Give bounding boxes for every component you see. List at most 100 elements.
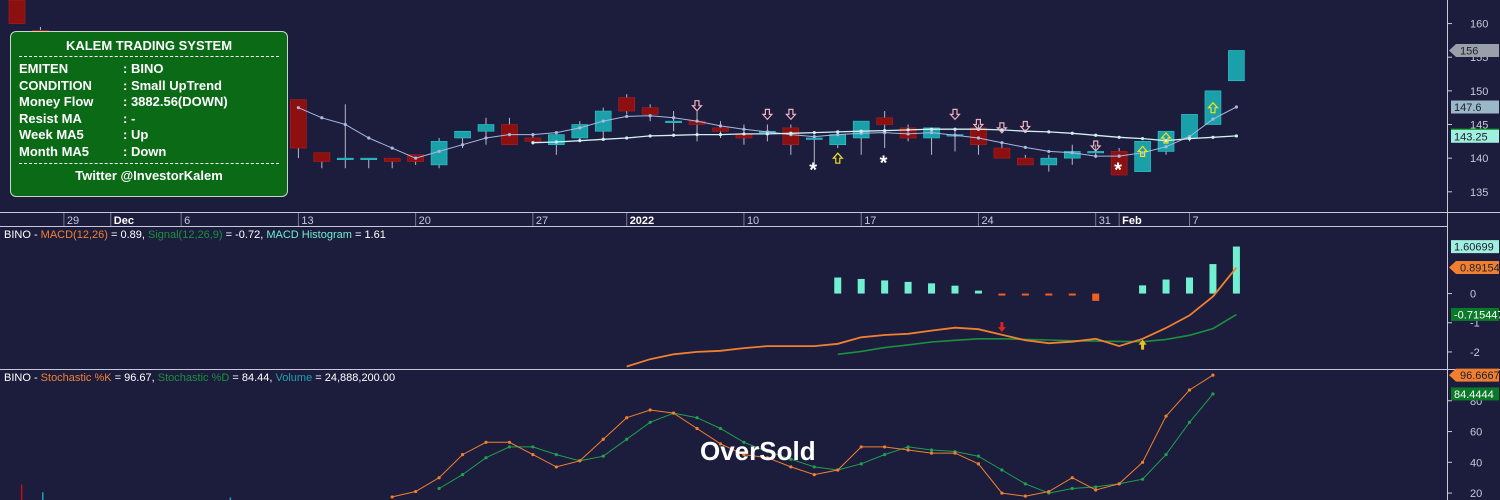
- stochastic-d-line-point: [531, 445, 535, 449]
- value-tag-label: 84.4444: [1454, 389, 1494, 401]
- stochastic-k-line-point: [437, 476, 441, 480]
- volume-bar: [229, 497, 232, 500]
- ma-fast-line-point: [625, 114, 629, 119]
- y-tick-label: -1: [1470, 318, 1480, 330]
- stochastic-title-part: Stochastic %K: [41, 372, 113, 384]
- stochastic-k-line-point: [929, 451, 934, 455]
- stochastic-title-part: Stochastic %D: [158, 372, 230, 384]
- candle-body: [524, 137, 542, 142]
- macd-histogram-bar: [1186, 277, 1193, 294]
- candle-body: [383, 157, 401, 162]
- info-box-divider-bottom: [19, 163, 279, 164]
- stochastic-d-line-point: [695, 416, 699, 420]
- sell-signal-arrow: [785, 108, 797, 121]
- ma-fast-line-point: [554, 130, 558, 135]
- info-row-month-ma5: Month MA5: Down: [19, 144, 279, 161]
- ma-fast-line-point: [718, 124, 723, 128]
- ma-fast-line-point: [695, 119, 699, 123]
- x-tick-label: 20: [419, 215, 431, 227]
- ma-fast-line-point: [1211, 117, 1215, 121]
- ma-slow-line-point: [601, 137, 605, 141]
- stochastic-k-line-point: [1023, 494, 1027, 498]
- y-tick-label: 40: [1470, 457, 1482, 469]
- candle-body: [852, 120, 870, 139]
- macd-panel: BINO - MACD(12,26) = 0.89, Signal(12,26,…: [4, 229, 1240, 368]
- x-tick-label: 2022: [630, 215, 654, 227]
- stochastic-k-line-point: [601, 437, 605, 441]
- ma-fast-line-point: [929, 130, 934, 135]
- stochastic-k-line-point: [1187, 388, 1192, 392]
- macd-histogram-bar: [1232, 246, 1240, 294]
- stochastic-k-line-point: [414, 489, 418, 494]
- stochastic-d-line-point: [507, 445, 512, 449]
- candle-body: [548, 134, 565, 145]
- macd-signal-line: [837, 313, 1237, 356]
- macd-title-part: MACD(12,26): [41, 229, 108, 241]
- ma-fast-line-point: [531, 133, 535, 137]
- ma-fast-line-point: [1000, 141, 1004, 145]
- stochastic-d-line-point: [625, 437, 629, 441]
- info-value: : 3882.56(DOWN): [123, 94, 228, 109]
- stochastic-k-line-point: [718, 442, 723, 446]
- stochastic-k-line-point: [554, 465, 558, 469]
- candle-body: [313, 152, 331, 162]
- stochastic-d-line-point: [1187, 420, 1192, 424]
- x-tick-label: Feb: [1122, 215, 1142, 227]
- stochastic-d-line-point: [976, 454, 981, 458]
- stochastic-d-line-point: [648, 420, 652, 424]
- stochastic-d-line-point: [718, 426, 723, 431]
- sell-signal-arrow: [996, 122, 1008, 134]
- value-tag-bg: [1451, 307, 1499, 321]
- stochastic-k-line: [392, 374, 1214, 498]
- macd-histogram-bar: [1162, 279, 1170, 294]
- ma-slow-line-point: [836, 130, 840, 134]
- stochastic-d-line-point: [883, 453, 887, 457]
- stochastic-k-line-point: [484, 440, 488, 444]
- stochastic-d-line-point: [1023, 482, 1027, 486]
- macd-title-part: = 1.61: [352, 229, 386, 241]
- ma-slow-line-point: [578, 139, 582, 143]
- value-tag-bg: [1451, 240, 1499, 254]
- candle-body: [993, 147, 1011, 159]
- ma-fast-line-point: [648, 114, 652, 118]
- macd-histogram-bar: [904, 281, 912, 294]
- x-tick-label: Dec: [114, 215, 134, 227]
- info-box-divider-top: [19, 56, 279, 57]
- info-row-week-ma5: Week MA5: Up: [19, 127, 279, 144]
- info-key: Money Flow: [19, 94, 94, 109]
- y-tick-label: 155: [1470, 52, 1488, 64]
- x-tick-label: 13: [301, 215, 313, 227]
- stochastic-d-line-point: [554, 453, 558, 457]
- y-tick-label: -2: [1470, 347, 1480, 359]
- macd-title-part: Signal(12,26,9): [148, 229, 223, 241]
- value-tag-label: 143.25: [1454, 131, 1488, 143]
- info-key: Week MA5: [19, 127, 84, 142]
- stochastic-k-line-point: [1117, 482, 1121, 486]
- stochastic-d-line-point: [437, 486, 441, 491]
- ma-slow-line-point: [906, 128, 910, 132]
- stochastic-d-line-point: [789, 457, 793, 461]
- stochastic-d-line-point: [460, 473, 465, 477]
- candle-body: [1204, 90, 1222, 125]
- stochastic-k-line-point: [578, 459, 582, 463]
- info-key: Month MA5: [19, 143, 90, 159]
- candle-body: [571, 124, 589, 139]
- y-tick-label: 0: [1470, 289, 1476, 301]
- ma-slow-line-point: [1234, 134, 1238, 138]
- ma-slow-line-point: [695, 133, 699, 137]
- ma-fast-line-point: [437, 149, 441, 154]
- candle-body: [1110, 151, 1128, 176]
- candle-body: [430, 141, 448, 166]
- macd-title: BINO - MACD(12,26) = 0.89, Signal(12,26,…: [4, 229, 386, 241]
- info-row-condition: CONDITION: Small UpTrend: [19, 78, 279, 95]
- stochastic-k-line-point: [742, 453, 746, 457]
- ma-fast-line-point: [296, 106, 300, 110]
- ma-fast-line-point: [836, 133, 840, 137]
- candle-body: [477, 124, 495, 132]
- ma-slow-line-point: [1141, 137, 1145, 141]
- ma-fast-line-point: [1141, 151, 1145, 155]
- ma-slow-line-point: [1164, 139, 1168, 143]
- stochastic-d-line-point: [906, 445, 910, 449]
- macd-histogram-bar: [951, 285, 959, 294]
- value-tag-label: 96.6667: [1460, 370, 1500, 382]
